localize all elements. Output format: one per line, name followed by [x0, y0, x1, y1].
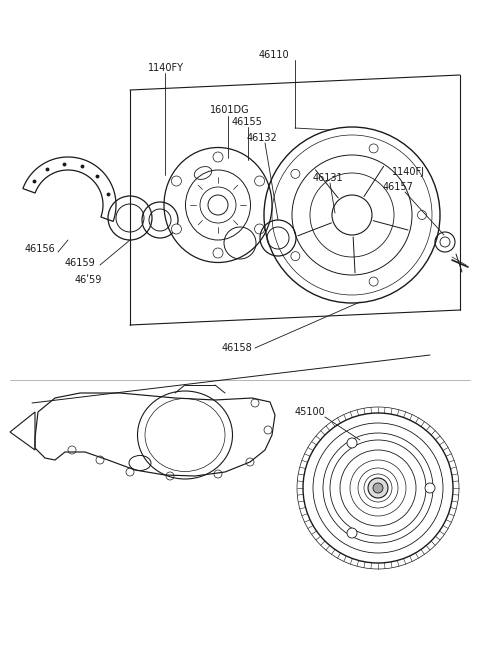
Circle shape — [368, 478, 388, 498]
Text: 46131: 46131 — [313, 173, 344, 183]
Text: 1601DG: 1601DG — [210, 105, 250, 115]
Text: 45100: 45100 — [295, 407, 326, 417]
Circle shape — [369, 144, 378, 153]
Circle shape — [254, 224, 264, 234]
Circle shape — [291, 252, 300, 261]
Text: 46132: 46132 — [247, 133, 278, 143]
Text: 46157: 46157 — [383, 182, 414, 192]
Text: 46110: 46110 — [259, 50, 289, 60]
Circle shape — [373, 483, 383, 493]
Circle shape — [254, 176, 264, 186]
Text: 46158: 46158 — [222, 343, 253, 353]
Text: 1140FY: 1140FY — [148, 63, 184, 73]
Circle shape — [291, 170, 300, 178]
Circle shape — [369, 277, 378, 286]
Circle shape — [425, 483, 435, 493]
Circle shape — [213, 248, 223, 258]
Text: 46156: 46156 — [25, 244, 56, 254]
Text: 46159: 46159 — [65, 258, 96, 268]
Circle shape — [347, 438, 357, 448]
Circle shape — [418, 210, 427, 219]
Text: 1140FJ: 1140FJ — [392, 167, 425, 177]
Text: 46ʹ59: 46ʹ59 — [75, 275, 102, 285]
Text: 46155: 46155 — [232, 117, 263, 127]
Circle shape — [171, 176, 181, 186]
Circle shape — [171, 224, 181, 234]
Circle shape — [347, 528, 357, 538]
Circle shape — [213, 152, 223, 162]
